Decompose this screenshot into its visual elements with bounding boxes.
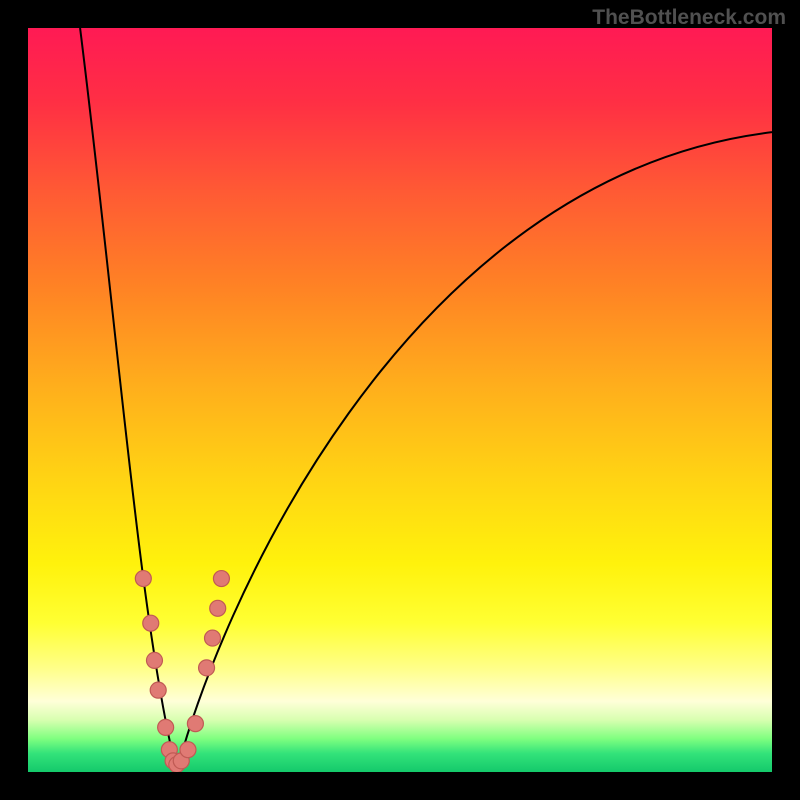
- data-marker: [143, 615, 159, 631]
- plot-area: [28, 28, 772, 772]
- data-marker: [213, 571, 229, 587]
- data-marker: [199, 660, 215, 676]
- data-marker: [205, 630, 221, 646]
- data-marker: [180, 742, 196, 758]
- bottleneck-curve: [80, 28, 772, 772]
- data-marker: [150, 682, 166, 698]
- data-marker: [135, 571, 151, 587]
- data-marker: [146, 652, 162, 668]
- watermark-text: TheBottleneck.com: [592, 6, 786, 30]
- marker-group: [135, 571, 229, 772]
- chart-frame: TheBottleneck.com: [0, 0, 800, 800]
- data-marker: [158, 719, 174, 735]
- data-marker: [187, 716, 203, 732]
- curve-layer: [28, 28, 772, 772]
- data-marker: [210, 600, 226, 616]
